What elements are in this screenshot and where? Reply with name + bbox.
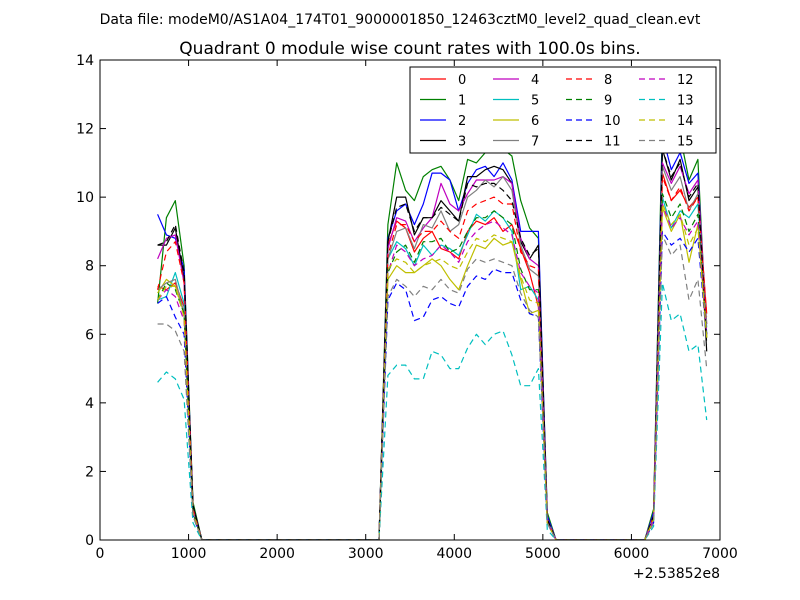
plot-frame [99,59,721,541]
legend-label-10: 10 [604,114,621,129]
series-line-8 [157,176,708,540]
x-tick-label: 3000 [348,546,384,562]
legend-label-6: 6 [531,114,539,129]
y-tick-label: 8 [85,259,94,275]
legend-box [409,66,717,154]
series-line-14 [157,203,708,540]
legend-label-14: 14 [677,114,694,129]
chart-title: Quadrant 0 module wise count rates with … [179,39,640,59]
y-tick-label: 14 [76,53,94,69]
legend-label-12: 12 [677,73,694,88]
chart-suptitle: Data file: modeM0/AS1A04_174T01_90000018… [100,12,701,28]
y-tick-label: 0 [85,533,94,549]
legend-label-0: 0 [458,73,466,88]
legend-label-3: 3 [458,135,466,150]
series-layer [157,121,708,540]
y-tick-label: 4 [85,396,94,412]
x-tick-label: 7000 [702,546,738,562]
x-tick-label: 2000 [259,546,295,562]
legend-label-13: 13 [677,94,694,109]
legend-label-5: 5 [531,94,539,109]
legend-label-7: 7 [531,135,539,150]
x-tick-label: 1000 [171,546,207,562]
x-tick-label: 0 [96,546,105,562]
y-tick-label: 6 [85,327,94,343]
series-line-15 [157,234,708,540]
y-tick-label: 2 [85,464,94,480]
x-tick-label: 4000 [436,546,472,562]
legend-label-2: 2 [458,114,466,129]
legend-label-11: 11 [604,135,621,150]
legend-label-9: 9 [604,94,612,109]
legend-label-15: 15 [677,135,694,150]
x-tick-label: 5000 [525,546,561,562]
y-tick-label: 10 [76,190,94,206]
series-line-11 [157,148,708,540]
legend-label-8: 8 [604,73,612,88]
y-tick-label: 12 [76,122,94,138]
legend-label-1: 1 [458,94,466,109]
x-tick-label: 6000 [614,546,650,562]
legend-label-4: 4 [531,73,539,88]
x-offset-label: +2.53852e8 [633,566,720,582]
